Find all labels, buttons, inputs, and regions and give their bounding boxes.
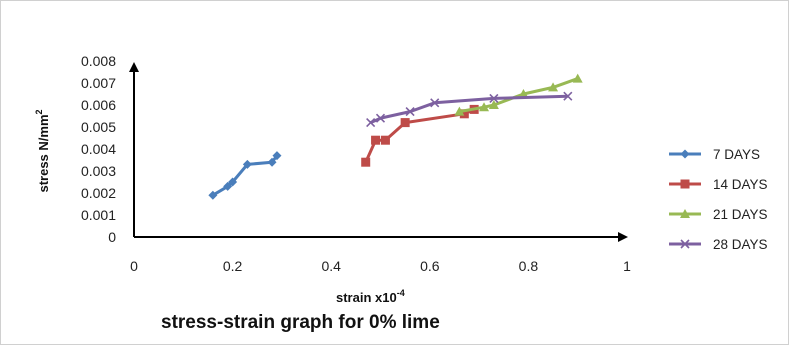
data-point <box>459 109 469 119</box>
series-28-days <box>366 91 573 128</box>
data-point <box>375 113 386 123</box>
x-tick-label: 0 <box>130 258 138 274</box>
series-line <box>459 77 579 114</box>
data-point <box>361 157 371 167</box>
legend-marker <box>680 179 690 189</box>
data-point <box>479 102 490 112</box>
y-tick-labels: 0 0.001 0.002 0.003 0.004 0.005 0.006 0.007 0.00… <box>81 53 116 245</box>
data-point <box>572 73 583 83</box>
chart-title: stress-strain graph for 0% lime <box>161 312 440 333</box>
legend-label: 14 DAYS <box>713 177 768 192</box>
legend-item: 7 DAYS <box>669 147 760 162</box>
x-tick-label: 0.6 <box>420 258 440 274</box>
data-point <box>223 181 233 191</box>
x-tick-label: 0.4 <box>321 258 341 274</box>
legend-label: 21 DAYS <box>713 207 768 222</box>
y-tick-label: 0.004 <box>81 141 116 157</box>
legend-item: 14 DAYS <box>669 177 768 192</box>
data-point <box>371 135 381 145</box>
data-point <box>563 91 573 101</box>
y-tick-label: 0.003 <box>81 163 116 179</box>
y-tick-label: 0 <box>108 229 116 245</box>
data-point <box>380 135 390 145</box>
legend-marker <box>680 239 690 249</box>
legend-marker <box>680 149 690 159</box>
data-point <box>366 118 376 128</box>
data-point <box>242 159 252 169</box>
y-tick-label: 0.008 <box>81 53 116 69</box>
data-point <box>548 82 559 92</box>
data-point <box>454 106 465 116</box>
data-point <box>267 157 277 167</box>
data-point <box>228 177 238 187</box>
data-point <box>488 100 499 109</box>
legend-label: 7 DAYS <box>713 147 760 162</box>
legend: 7 DAYS 14 DAYS 21 DAYS 28 DAYS <box>669 147 768 252</box>
x-tick-label: 1 <box>623 258 631 274</box>
legend-item: 21 DAYS <box>669 207 768 222</box>
series-21-days <box>454 73 583 116</box>
data-point <box>400 118 410 128</box>
data-point <box>272 151 282 161</box>
y-tick-label: 0.002 <box>81 185 116 201</box>
y-tick-label: 0.007 <box>81 75 116 91</box>
legend-marker <box>680 209 690 218</box>
y-tick-label: 0.001 <box>81 207 116 223</box>
y-tick-label: 0.005 <box>81 119 116 135</box>
y-axis-title: stress N/mm2 <box>34 109 51 192</box>
data-point <box>208 190 218 200</box>
data-point <box>430 98 440 108</box>
x-axis-title: strain x10-4 <box>336 288 405 305</box>
data-point <box>518 89 529 98</box>
legend-label: 28 DAYS <box>713 237 768 252</box>
data-point <box>405 107 415 117</box>
series-7-days <box>208 151 282 200</box>
x-tick-labels: 0 0.2 0.4 0.6 0.8 1 <box>130 258 631 274</box>
data-point <box>489 93 499 103</box>
x-tick-label: 0.2 <box>223 258 243 274</box>
x-tick-label: 0.8 <box>519 258 539 274</box>
series-layer <box>208 73 583 200</box>
series-line <box>212 154 279 197</box>
legend-item: 28 DAYS <box>669 237 768 252</box>
y-tick-label: 0.006 <box>81 97 116 113</box>
